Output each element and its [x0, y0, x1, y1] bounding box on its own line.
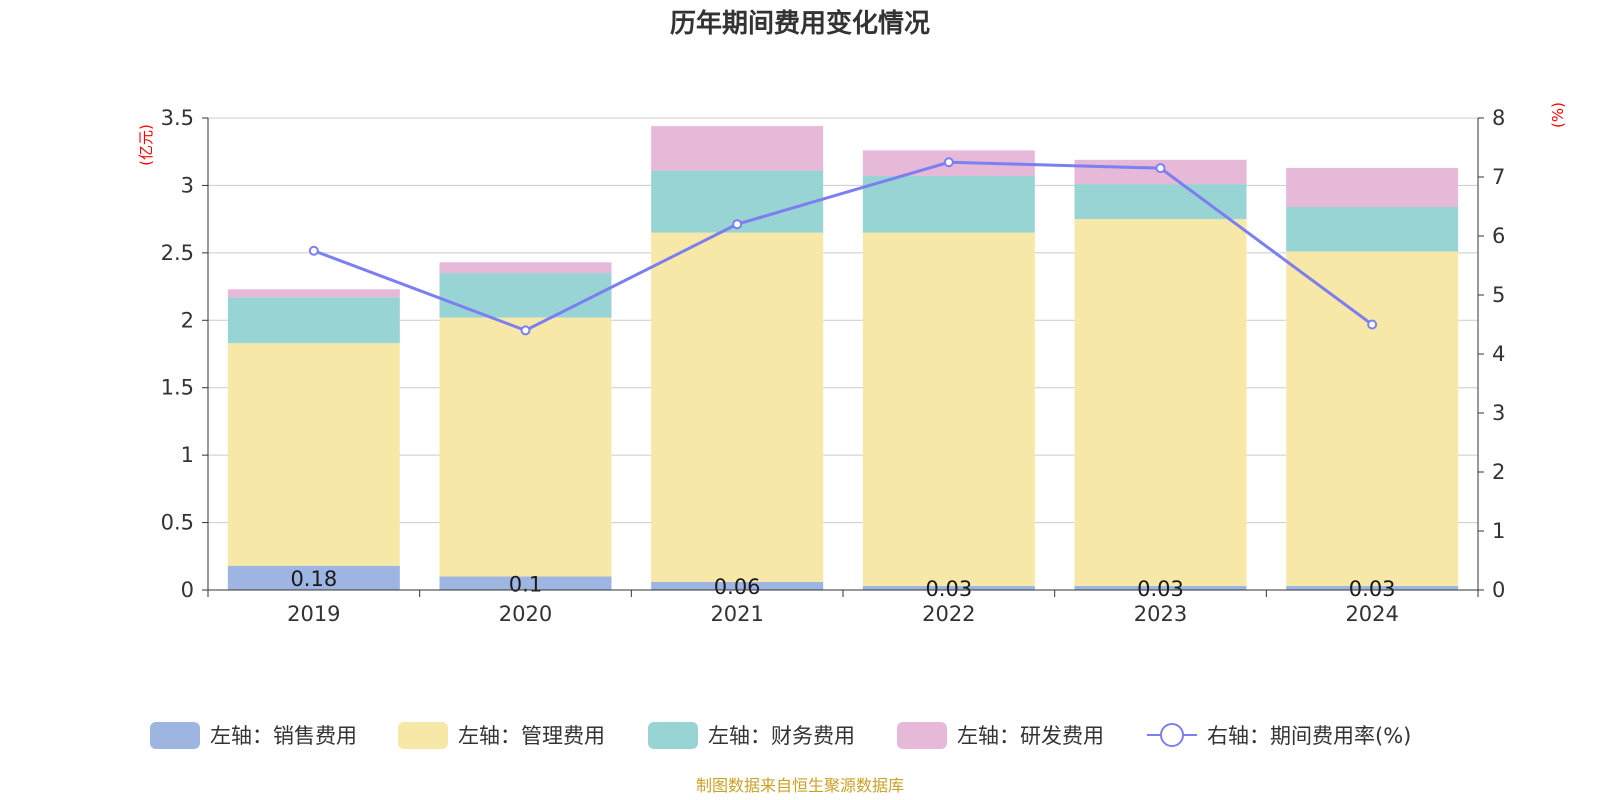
right-tick-label: 4 [1492, 342, 1505, 366]
right-axis-unit: (%) [1549, 102, 1567, 128]
right-tick-label: 2 [1492, 460, 1505, 484]
left-tick-label: 3 [181, 173, 194, 197]
axes: 0 0.5 1 1.5 2 2.5 3 3.5 0 1 2 3 4 5 6 7 8 2019 2020 2021 202… [161, 106, 1506, 626]
bars [227, 126, 1459, 590]
bar [227, 297, 400, 344]
bar [1074, 184, 1247, 220]
right-tick-label: 8 [1492, 106, 1505, 130]
left-tick-label: 1.5 [161, 376, 194, 400]
bar [439, 262, 612, 274]
grid [208, 117, 1478, 524]
line-point [1367, 319, 1378, 330]
left-axis-unit: (亿元) [137, 124, 155, 166]
legend-swatch [897, 722, 947, 749]
legend-label: 左轴：管理费用 [458, 724, 605, 748]
bar [227, 565, 400, 590]
bar [1286, 585, 1459, 590]
bar [1286, 251, 1459, 586]
legend-swatch [398, 722, 448, 749]
bar [1074, 219, 1247, 586]
x-tick-label: 2024 [1345, 602, 1398, 626]
left-tick-label: 2.5 [161, 241, 194, 265]
data-label: 0.1 [509, 572, 542, 596]
legend-label: 左轴：销售费用 [210, 724, 357, 748]
data-label: 0.18 [290, 567, 337, 591]
bar [651, 232, 824, 582]
left-tick-label: 3.5 [161, 106, 194, 130]
legend-swatch [1160, 723, 1184, 747]
right-tick-label: 1 [1492, 519, 1505, 543]
left-tick-label: 0.5 [161, 511, 194, 535]
line-point [308, 245, 319, 256]
data-label: 0.03 [925, 577, 972, 601]
data-label: 0.06 [714, 575, 761, 599]
right-tick-label: 0 [1492, 578, 1505, 602]
x-tick-label: 2019 [287, 602, 340, 626]
bar [439, 317, 612, 577]
bar [651, 126, 824, 171]
data-label: 0.03 [1349, 577, 1396, 601]
legend-swatch [648, 722, 698, 749]
line-point [732, 219, 743, 230]
line-point [520, 325, 531, 336]
bar [651, 581, 824, 590]
left-tick-label: 2 [181, 308, 194, 332]
bar [227, 343, 400, 566]
source-note: 制图数据来自恒生聚源数据库 [696, 776, 904, 795]
bar [862, 585, 1035, 590]
x-tick-label: 2022 [922, 602, 975, 626]
legend: 左轴：销售费用 左轴：管理费用 左轴：财务费用 左轴：研发费用 右轴：期间费用率(%) [150, 722, 1411, 749]
right-tick-label: 5 [1492, 283, 1505, 307]
x-tick-label: 2020 [499, 602, 552, 626]
line-series [308, 157, 1378, 336]
right-tick-label: 7 [1492, 165, 1505, 189]
x-tick-label: 2021 [710, 602, 763, 626]
right-tick-label: 6 [1492, 224, 1505, 248]
bar [1074, 585, 1247, 590]
data-label: 0.03 [1137, 577, 1184, 601]
left-tick-label: 1 [181, 443, 194, 467]
legend-label: 左轴：研发费用 [957, 724, 1104, 748]
bar [862, 232, 1035, 586]
bar [439, 576, 612, 590]
x-tick-label: 2023 [1134, 602, 1187, 626]
legend-label: 右轴：期间费用率(%) [1207, 724, 1411, 748]
bar [862, 175, 1035, 233]
bar [227, 289, 400, 298]
left-tick-label: 0 [181, 578, 194, 602]
chart-title: 历年期间费用变化情况 [670, 8, 930, 39]
series-line [313, 160, 1374, 333]
legend-swatch [150, 722, 200, 749]
bar [1286, 167, 1459, 208]
bar [1286, 207, 1459, 252]
line-point [943, 157, 954, 168]
bar-labels: 0.18 0.1 0.06 0.03 0.03 0.03 [290, 567, 1395, 601]
line-point [1155, 163, 1166, 174]
right-tick-label: 3 [1492, 401, 1505, 425]
bar [439, 273, 612, 318]
legend-label: 左轴：财务费用 [708, 724, 855, 748]
